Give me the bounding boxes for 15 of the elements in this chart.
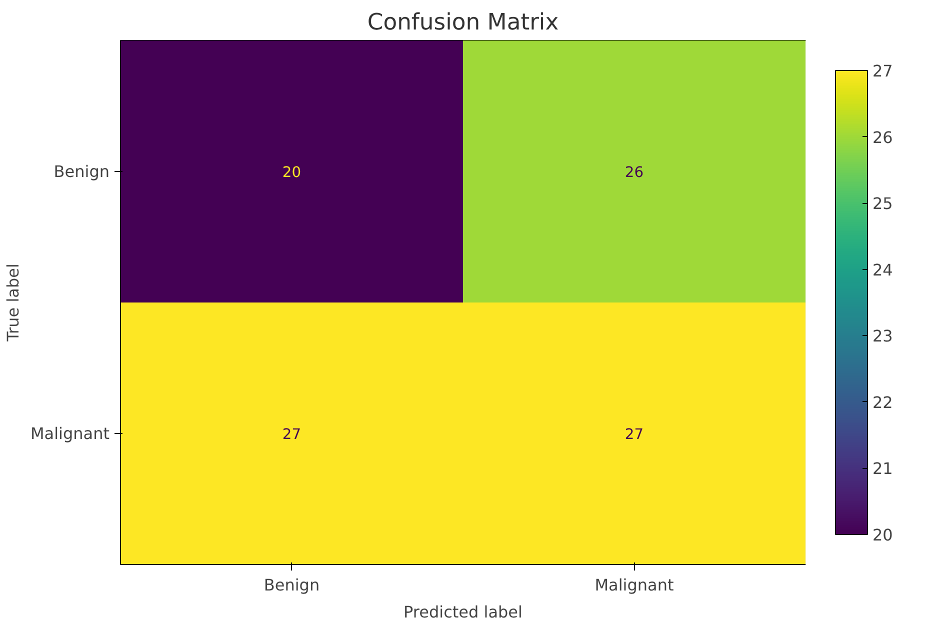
color-bar-label: 23 (872, 326, 893, 346)
data-label: 27 (282, 426, 302, 443)
color-bar-label: 22 (872, 392, 893, 412)
color-bar-label: 24 (872, 260, 893, 280)
color-bar-label: 21 (872, 459, 893, 478)
data-label: 20 (282, 164, 302, 181)
color-bar-label: 25 (872, 194, 893, 214)
color-bar-label: 26 (872, 128, 893, 147)
y-axis-title: True label (3, 264, 22, 342)
data-label: 27 (624, 426, 644, 443)
chart-title: Confusion Matrix (367, 10, 559, 36)
color-bar-label: 27 (872, 62, 893, 80)
color-bar-label: 20 (872, 526, 893, 544)
x-axis-title: Predicted label (404, 602, 522, 622)
data-label: 26 (624, 164, 644, 181)
